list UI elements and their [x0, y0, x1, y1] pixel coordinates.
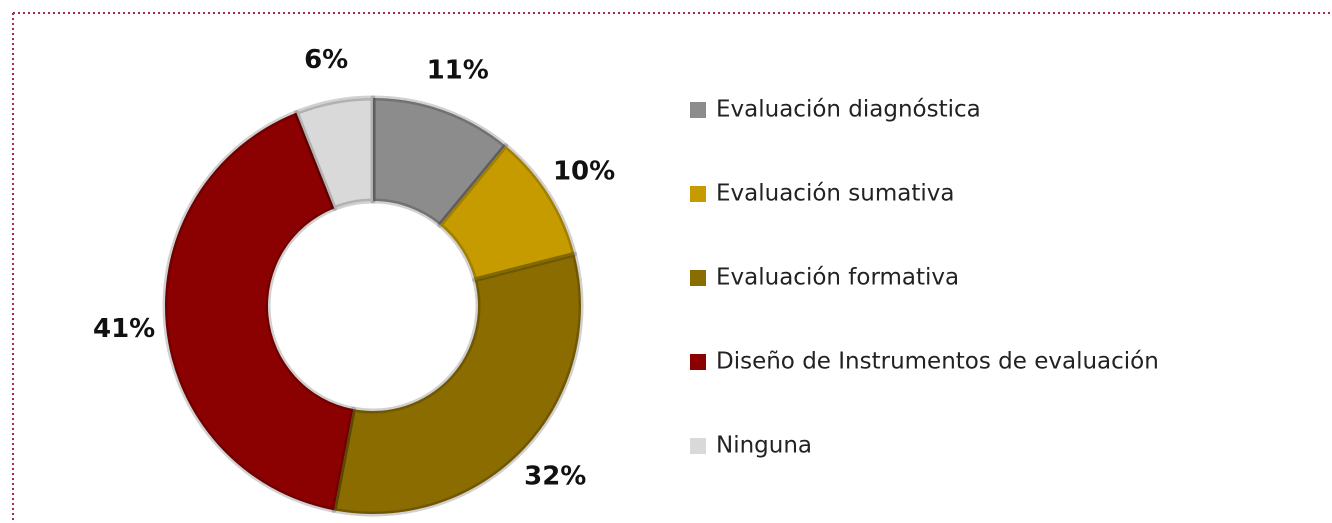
legend-swatch [690, 270, 706, 286]
legend-swatch [690, 438, 706, 454]
slice [293, 95, 376, 211]
legend-label: Ninguna [716, 433, 812, 459]
slice [162, 110, 356, 513]
data-label: 10% [553, 157, 615, 187]
legend-swatch [690, 102, 706, 118]
data-label: 41% [93, 314, 155, 344]
legend-label: Diseño de Instrumentos de evaluación [716, 349, 1159, 375]
data-label: 6% [304, 45, 348, 75]
data-label: 11% [427, 55, 489, 85]
legend-label: Evaluación diagnóstica [716, 97, 981, 123]
data-label: 32% [524, 462, 586, 492]
legend-swatch [690, 186, 706, 202]
slice [437, 143, 577, 283]
slice [331, 251, 584, 517]
legend-label: Evaluación sumativa [716, 181, 954, 207]
legend-swatch [690, 354, 706, 370]
slice [370, 95, 509, 228]
legend-label: Evaluación formativa [716, 265, 959, 291]
